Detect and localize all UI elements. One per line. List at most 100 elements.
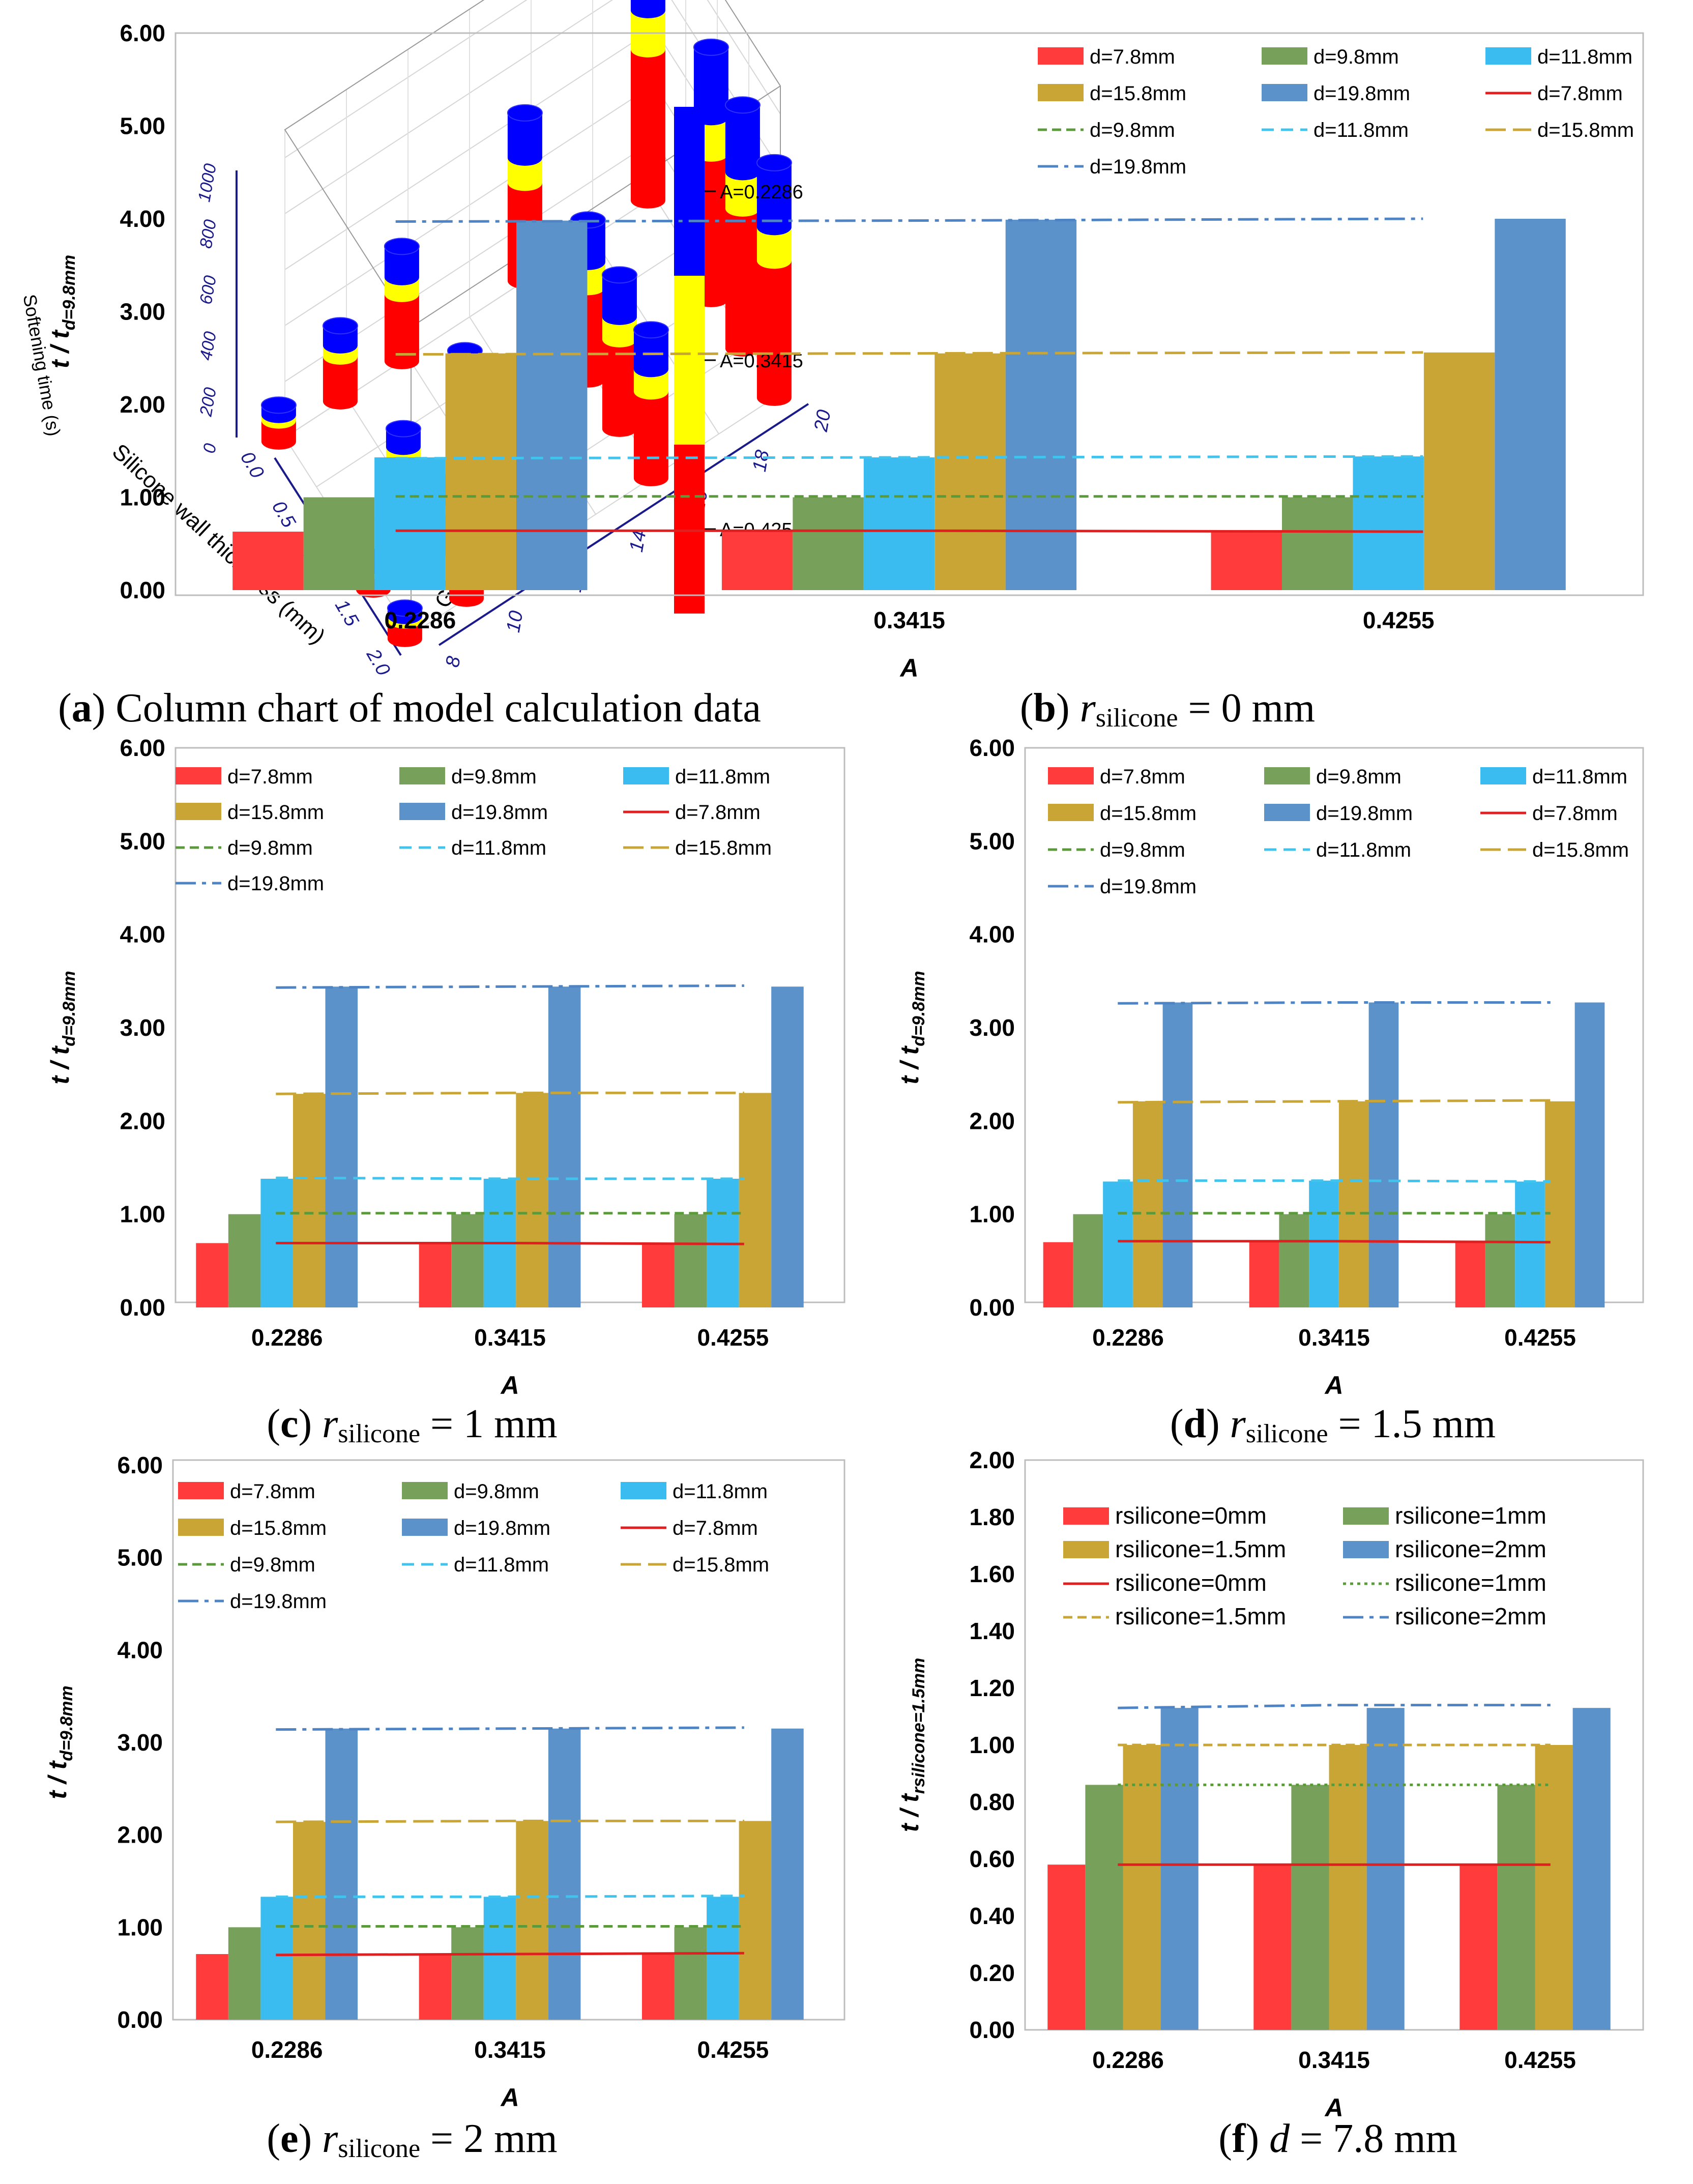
y-tick-label: 0.80 bbox=[969, 1789, 1015, 1815]
cylinder-segment bbox=[693, 47, 728, 126]
trend-line-d=15.8mm bbox=[276, 1819, 744, 1823]
y-tick-label: 8 bbox=[442, 655, 465, 669]
legend-label: rsilicone=2mm bbox=[1395, 1603, 1546, 1629]
legend-color-band bbox=[674, 445, 705, 614]
caption-sub: silicone bbox=[338, 2134, 420, 2163]
y-tick-label: 4.00 bbox=[120, 206, 165, 232]
bar-d=11.8mm-0.3415 bbox=[483, 1897, 516, 2020]
caption-letter: d bbox=[1184, 1402, 1207, 1446]
legend-label: d=7.8mm bbox=[227, 766, 313, 788]
x-tick-label: 1.5 bbox=[331, 596, 363, 630]
y-label-main: t / t bbox=[895, 1045, 924, 1084]
bar-d=19.8mm-0.4255 bbox=[1495, 219, 1566, 590]
caption-a: (a) Column chart of model calculation da… bbox=[58, 686, 761, 731]
cylinder-segment bbox=[507, 112, 542, 166]
bar-rsilicone=1mm-0.4255 bbox=[1497, 1785, 1535, 2030]
x-tick-label: 0.4255 bbox=[697, 2036, 769, 2063]
legend-label: rsilicone=1.5mm bbox=[1115, 1536, 1286, 1562]
y-tick-label: 3.00 bbox=[969, 1014, 1015, 1041]
legend-label: rsilicone=2mm bbox=[1395, 1536, 1546, 1562]
bar-d=7.8mm-0.3415 bbox=[721, 531, 793, 590]
bar-d=9.8mm-0.4255 bbox=[1282, 497, 1353, 590]
caption-sub: silicone bbox=[338, 1419, 420, 1448]
legend-label: d=19.8mm bbox=[230, 1590, 327, 1613]
bar-d=11.8mm-0.4255 bbox=[1353, 456, 1424, 590]
caption-f: (f) d = 7.8 mm bbox=[1218, 2116, 1457, 2161]
legend-label: d=11.8mm bbox=[1532, 766, 1627, 788]
bar-d=9.8mm-0.3415 bbox=[1279, 1214, 1309, 1307]
caption-var: r bbox=[1230, 1402, 1246, 1446]
legend-swatch bbox=[1063, 1507, 1109, 1525]
cylinder-cap bbox=[322, 317, 358, 335]
legend-swatch bbox=[176, 803, 221, 820]
bar-rsilicone=0mm-0.2286 bbox=[1047, 1865, 1086, 2030]
legend-label: d=19.8mm bbox=[454, 1517, 550, 1539]
legend-swatch bbox=[1038, 47, 1084, 65]
x-tick-label: 0.3415 bbox=[1298, 2047, 1370, 2073]
cylinder-segment bbox=[756, 162, 792, 236]
bar-rsilicone=1mm-0.2286 bbox=[1085, 1785, 1123, 2030]
x-tick-label: 0.3415 bbox=[474, 2036, 546, 2063]
cylinder-cap bbox=[507, 104, 543, 122]
x-axis-label: A bbox=[899, 654, 918, 682]
x-axis-label: A bbox=[500, 1371, 519, 1400]
y-tick-label: 2.00 bbox=[117, 1822, 163, 1848]
legend-label: d=7.8mm bbox=[1100, 766, 1185, 788]
x-tick-label: 0.3415 bbox=[873, 607, 945, 633]
x-tick-label: 0.2286 bbox=[384, 607, 456, 633]
bar-d=9.8mm-0.3415 bbox=[451, 1927, 484, 2020]
bar-d=11.8mm-0.3415 bbox=[863, 457, 935, 590]
trend-line-d=19.8mm bbox=[1118, 1001, 1551, 1005]
y-tick-label: 1.20 bbox=[969, 1675, 1015, 1701]
legend-swatch bbox=[1264, 804, 1310, 821]
bar-rsilicone=1.5mm-0.2286 bbox=[1123, 1745, 1161, 2030]
y-tick-label: 3.00 bbox=[117, 1729, 163, 1756]
y-tick-label: 1.00 bbox=[969, 1201, 1015, 1228]
bar-d=15.8mm-0.2286 bbox=[1132, 1101, 1163, 1307]
trend-line-d=19.8mm bbox=[395, 217, 1423, 223]
trend-line-d=7.8mm bbox=[276, 1952, 744, 1957]
legend-label: d=15.8mm bbox=[227, 801, 324, 824]
caption-rest: = 2 mm bbox=[420, 2116, 558, 2161]
legend-label: d=7.8mm bbox=[1537, 82, 1623, 105]
legend-label: d=19.8mm bbox=[1090, 156, 1186, 178]
legend-label: d=15.8mm bbox=[1537, 119, 1634, 141]
legend-label: d=9.8mm bbox=[1313, 46, 1399, 68]
bar-d=9.8mm-0.4255 bbox=[674, 1214, 707, 1307]
cylinder-segment bbox=[756, 227, 792, 269]
bar-d=19.8mm-0.2286 bbox=[516, 220, 588, 590]
legend-swatch bbox=[1063, 1541, 1109, 1558]
bar-d=15.8mm-0.2286 bbox=[445, 353, 516, 590]
x-axis-label: A bbox=[1324, 1371, 1343, 1400]
bar-d=9.8mm-0.2286 bbox=[228, 1214, 261, 1307]
bar-d=15.8mm-0.2286 bbox=[293, 1094, 326, 1307]
caption-letter: c bbox=[280, 1402, 299, 1446]
caption-b: (b) rsilicone = 0 mm bbox=[1020, 686, 1315, 733]
legend-label: d=7.8mm bbox=[673, 1517, 758, 1539]
y-tick-label: 0.40 bbox=[969, 1903, 1015, 1929]
legend-label: d=19.8mm bbox=[451, 801, 548, 824]
y-label-main: t / t bbox=[46, 329, 74, 368]
y-tick-label: 1.60 bbox=[969, 1561, 1015, 1587]
caption-rest: = 0 mm bbox=[1178, 686, 1316, 731]
x-tick-label: 0.4255 bbox=[697, 1324, 769, 1351]
legend-label: d=11.8mm bbox=[451, 837, 546, 859]
cylinder-segment bbox=[602, 339, 637, 437]
caption-var: r bbox=[1080, 686, 1096, 731]
cylinder-cap bbox=[756, 154, 792, 171]
bar-d=19.8mm-0.4255 bbox=[771, 986, 804, 1307]
bar-d=15.8mm-0.4255 bbox=[739, 1821, 772, 2020]
legend-label: d=9.8mm bbox=[1090, 119, 1175, 141]
caption-sub: silicone bbox=[1096, 704, 1178, 733]
caption-var: r bbox=[322, 2116, 338, 2161]
trend-line-d=11.8mm bbox=[276, 1895, 744, 1898]
caption-rest: = 1 mm bbox=[420, 1402, 558, 1446]
legend-swatch bbox=[1048, 804, 1094, 821]
cylinder-segment bbox=[630, 49, 665, 209]
legend-swatch bbox=[1480, 767, 1526, 784]
bar-d=7.8mm-0.4255 bbox=[1211, 532, 1282, 590]
chart-c: 0.00 1.00 2.00 3.00 4.00 5.00 6.00 0.2286 0.3415… bbox=[46, 735, 845, 1400]
legend-swatch bbox=[399, 803, 445, 820]
cylinder bbox=[384, 238, 420, 369]
